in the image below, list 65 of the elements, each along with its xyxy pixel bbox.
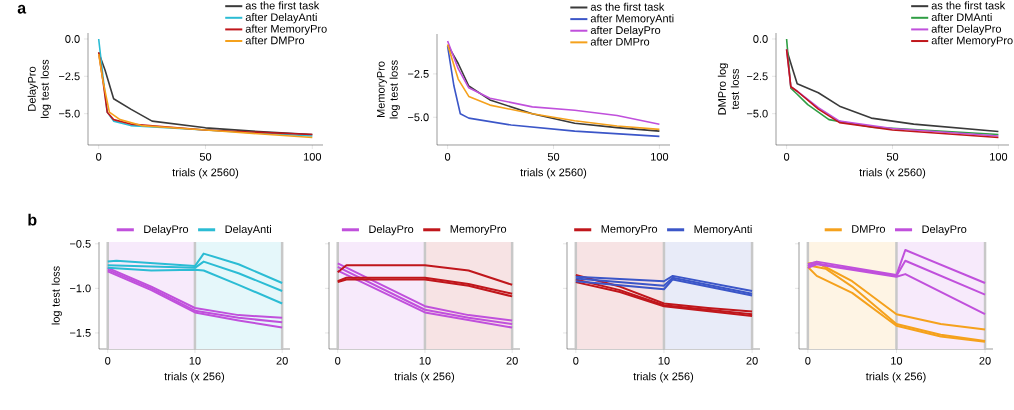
legend-label: after DMPro bbox=[590, 37, 650, 46]
x-tick-label: 50 bbox=[199, 152, 212, 161]
x-tick-label: 0 bbox=[96, 152, 102, 161]
x-axis-title: trials (x 256) bbox=[164, 372, 225, 383]
x-tick-label: 50 bbox=[886, 152, 899, 161]
legend-label: MemoryPro bbox=[450, 225, 507, 236]
text: b bbox=[28, 213, 37, 226]
x-tick-label: 10 bbox=[419, 356, 431, 365]
x-tick-label: 20 bbox=[979, 356, 991, 365]
x-tick-label: 20 bbox=[276, 356, 288, 365]
y-tick-label: −2.5 bbox=[58, 72, 80, 81]
y-tick-label: −1.5 bbox=[69, 329, 91, 337]
legend-label: MemoryPro bbox=[601, 225, 658, 236]
y-tick-label: −5.0 bbox=[407, 113, 429, 122]
legend-label: MemoryAnti bbox=[694, 224, 752, 236]
x-tick-label: 100 bbox=[303, 152, 322, 161]
y-tick-label: −2.5 bbox=[407, 70, 429, 78]
legend-label: after DMPro bbox=[245, 36, 305, 45]
legend-label: DelayPro bbox=[369, 224, 414, 236]
text: a bbox=[17, 4, 27, 14]
y-axis-title: log test loss bbox=[51, 266, 62, 325]
x-tick-label: 50 bbox=[547, 152, 560, 161]
x-tick-label: 20 bbox=[506, 356, 518, 365]
y-tick-label: −5.0 bbox=[746, 109, 768, 118]
legend-label: as the first task bbox=[590, 2, 665, 11]
legend-label: DelayAnti bbox=[225, 224, 271, 236]
x-tick-label: 100 bbox=[651, 152, 669, 161]
x-tick-label: 10 bbox=[891, 356, 903, 365]
y-axis-title: DMPro log test loss bbox=[717, 63, 739, 115]
legend-label: after DelayAnti bbox=[245, 12, 317, 24]
x-tick-label: 0 bbox=[105, 356, 111, 365]
y-tick-label: −5.0 bbox=[58, 109, 80, 118]
y-tick-label: −2.5 bbox=[746, 72, 768, 81]
legend-label: as the first task bbox=[245, 1, 320, 10]
x-axis-title: trials (x 2560) bbox=[172, 168, 239, 179]
x-axis-title: trials (x 256) bbox=[394, 372, 455, 383]
legend-label: DelayPro bbox=[922, 224, 967, 236]
y-tick-label: 0.0 bbox=[65, 35, 80, 43]
y-tick-label: 0.0 bbox=[753, 35, 768, 43]
legend-label: after MemoryAnti bbox=[590, 14, 674, 25]
x-tick-label: 0 bbox=[805, 356, 811, 365]
legend-label: after MemoryPro bbox=[931, 36, 1013, 47]
legend-label: after MemoryPro bbox=[245, 24, 327, 35]
y-axis-title: DelayPro log test loss bbox=[27, 59, 51, 118]
x-axis-title: trials (x 2560) bbox=[520, 168, 587, 179]
legend-label: after DelayPro bbox=[590, 25, 661, 37]
legend-label: after DMAnti bbox=[931, 12, 992, 22]
x-tick-label: 10 bbox=[189, 356, 201, 365]
x-axis-title: trials (x 2560) bbox=[859, 168, 926, 179]
x-tick-label: 0 bbox=[444, 152, 451, 161]
x-tick-label: 100 bbox=[990, 152, 1008, 161]
x-tick-label: 0 bbox=[783, 152, 790, 161]
x-tick-label: 20 bbox=[746, 356, 758, 365]
x-axis-title: trials (x 256) bbox=[633, 372, 694, 383]
y-axis-title: MemoryPro log test loss bbox=[377, 60, 400, 119]
legend-label: as the first task bbox=[931, 1, 1006, 10]
y-tick-label: −0.5 bbox=[69, 239, 91, 248]
x-tick-label: 0 bbox=[573, 356, 579, 365]
x-tick-label: 0 bbox=[335, 356, 341, 365]
legend-label: after DelayPro bbox=[931, 24, 1002, 35]
x-tick-label: 10 bbox=[658, 356, 670, 365]
legend-label: DelayPro bbox=[144, 224, 189, 236]
y-tick-label: −1.0 bbox=[69, 284, 91, 293]
x-axis-title: trials (x 256) bbox=[865, 372, 926, 383]
legend-label: DMPro bbox=[852, 225, 886, 233]
